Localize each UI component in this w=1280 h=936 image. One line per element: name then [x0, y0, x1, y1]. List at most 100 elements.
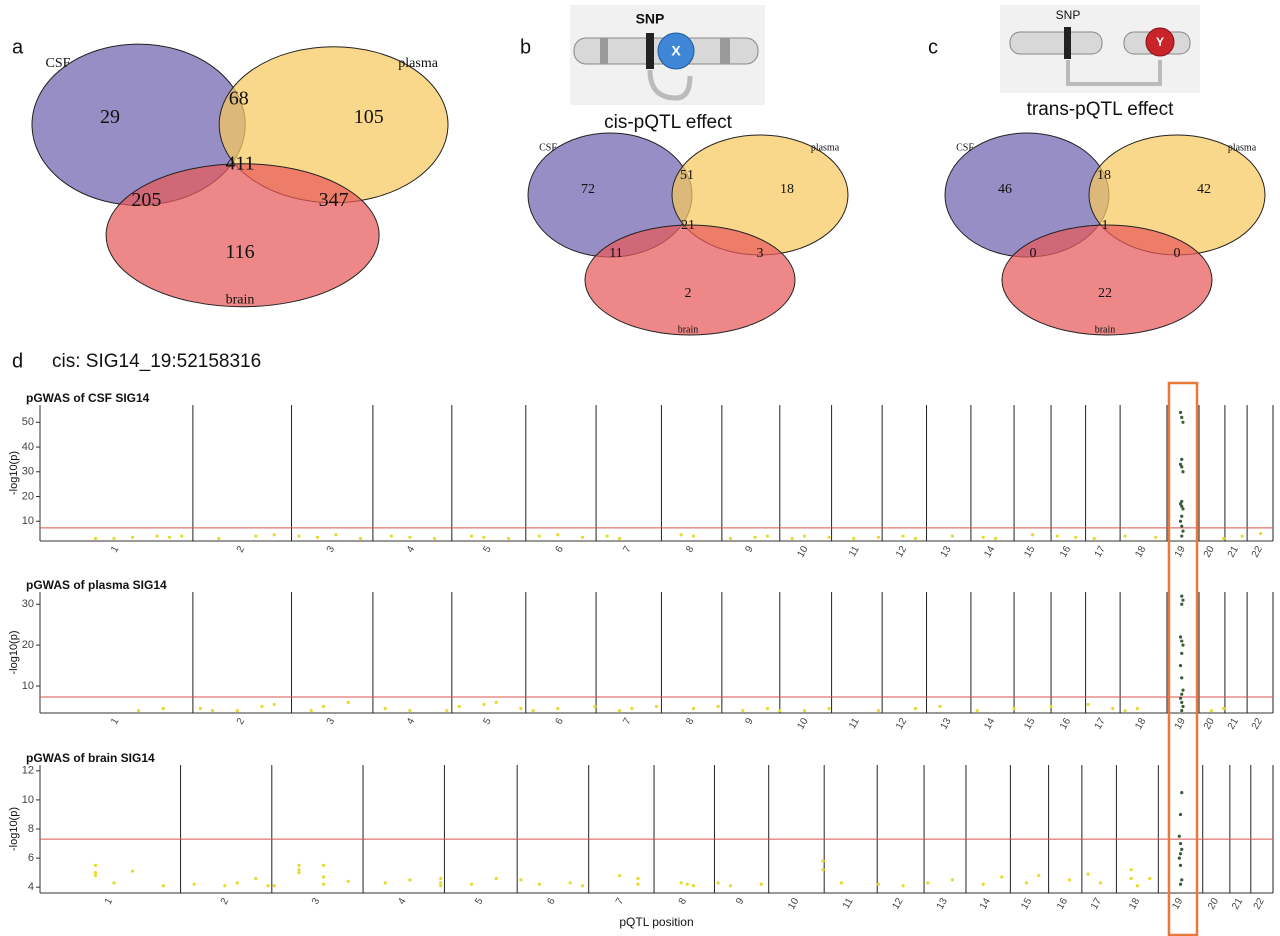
snp-point: [1178, 502, 1183, 506]
y-tick-label: 4: [28, 881, 34, 893]
snp-point: [913, 706, 918, 711]
x-tick-label: 8: [677, 896, 690, 907]
snp-point: [1135, 706, 1139, 711]
x-tick-label: 4: [405, 544, 418, 555]
snp-point: [112, 536, 116, 541]
x-tick-label: 11: [841, 896, 856, 911]
snp-point: [1129, 876, 1133, 881]
snp-point: [445, 708, 449, 713]
venn-region-value: 22: [1098, 286, 1112, 301]
snp-point: [272, 884, 276, 888]
venn-set-label: CSF: [46, 56, 71, 71]
snp-point: [765, 706, 770, 711]
snp-point: [1177, 834, 1181, 838]
snp-point: [580, 535, 585, 539]
snp-point: [1098, 881, 1102, 885]
snp-point: [759, 882, 763, 886]
x-tick-label: 7: [621, 544, 634, 555]
panel-title: cis: SIG14_19:52158316: [52, 351, 261, 372]
snp-point: [654, 704, 659, 709]
snp-point: [926, 881, 930, 885]
x-tick-label: 4: [396, 896, 409, 907]
snp-point: [981, 535, 985, 539]
venn-region-value: 347: [319, 189, 349, 211]
snp-point: [537, 882, 541, 886]
y-tick-label: 30: [22, 466, 34, 478]
highlight-box: [1167, 381, 1199, 936]
x-tick-label: 14: [978, 896, 993, 912]
snp-point: [1000, 875, 1004, 879]
snp-point: [1178, 519, 1183, 523]
venn-region-value: 18: [1097, 168, 1111, 183]
snp-point: [1209, 708, 1213, 713]
snp-point: [753, 535, 757, 539]
snp-point: [1180, 791, 1184, 795]
snp-point: [1178, 882, 1183, 886]
snp-point: [439, 884, 443, 888]
x-tick-label: 12: [894, 544, 909, 560]
x-tick-label: 2: [235, 544, 248, 555]
snp-point: [691, 706, 696, 711]
x-tick-label: 8: [684, 716, 697, 727]
venn-set-label: brain: [678, 324, 699, 335]
y-axis-label: -log10(p): [8, 807, 20, 851]
snp-point: [334, 533, 338, 537]
venn-region-value: 42: [1197, 182, 1211, 197]
snp-point: [223, 884, 227, 888]
snp-point: [802, 534, 807, 538]
x-tick-label: 3: [325, 716, 338, 727]
snp-point: [1086, 872, 1090, 876]
y-tick-label: 10: [22, 680, 34, 692]
snp-point: [432, 536, 437, 541]
snp-point: [408, 535, 412, 539]
snp-point: [790, 536, 794, 541]
x-tick-label: 6: [554, 716, 567, 727]
venn-region-value: 21: [681, 218, 695, 233]
snp-band: [646, 33, 654, 69]
snp-point: [1178, 462, 1183, 466]
snp-point: [876, 708, 881, 713]
y-tick-label: 12: [22, 765, 34, 777]
snp-point: [827, 535, 831, 539]
x-tick-label: 22: [1250, 544, 1265, 560]
venn-region-value: 18: [780, 182, 794, 197]
protein: [1145, 27, 1175, 57]
snp-point: [297, 863, 301, 867]
x-tick-label: 4: [405, 716, 418, 727]
snp-point: [636, 876, 640, 881]
snp-point: [1181, 507, 1185, 511]
snp-point: [1177, 856, 1181, 860]
snp-point: [389, 534, 394, 538]
snp-point: [1180, 415, 1184, 419]
snp-point: [254, 534, 258, 538]
x-tick-label: 8: [684, 544, 697, 555]
x-tick-label: 9: [743, 544, 756, 555]
snp-point: [1180, 499, 1184, 504]
snp-point: [408, 878, 412, 882]
venn-region-value: 205: [131, 189, 161, 211]
y-tick-label: 30: [22, 598, 34, 610]
snp-point: [309, 708, 313, 713]
snp-point: [1067, 878, 1072, 882]
x-tick-label: 3: [325, 544, 338, 555]
x-tick-label: 18: [1133, 544, 1148, 560]
snp-point: [1123, 534, 1127, 538]
x-tick-label: 13: [939, 716, 954, 732]
snp-point: [821, 868, 825, 872]
x-tick-label: 20: [1206, 896, 1221, 912]
snp-point: [93, 871, 98, 875]
snp-point: [167, 535, 172, 539]
snp-point: [1181, 598, 1185, 602]
snp-point: [950, 878, 955, 882]
icon-label: SNP: [636, 11, 665, 27]
snp-point: [1181, 529, 1185, 533]
snp-point: [802, 708, 807, 713]
snp-point: [1222, 706, 1226, 711]
subtitle: trans-pQTL effect: [1027, 99, 1175, 120]
snp-point: [1111, 706, 1115, 711]
snp-point: [457, 704, 461, 709]
snp-point: [1178, 663, 1183, 668]
x-tick-label: 20: [1202, 544, 1217, 560]
protein: [657, 32, 695, 70]
